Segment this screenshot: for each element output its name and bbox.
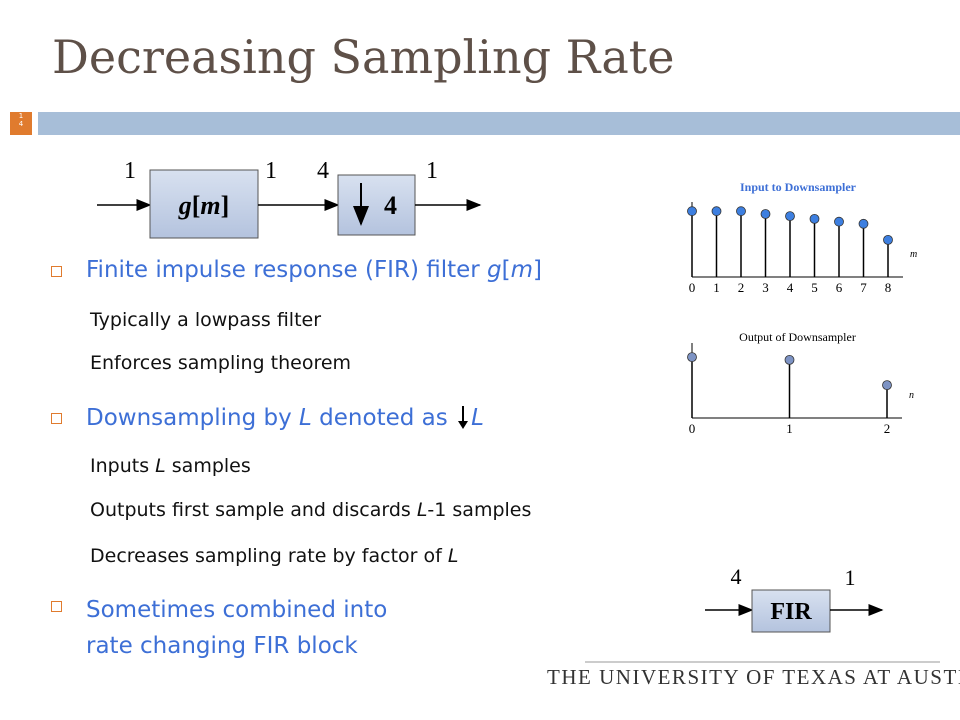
sub-bullet: Typically a lowpass filter (90, 309, 322, 331)
text: -1 samples (427, 499, 532, 521)
x-tick-label: 7 (860, 280, 867, 295)
fir-label: FIR (770, 599, 812, 625)
text: rate changing FIR block (86, 633, 358, 659)
text: L (447, 545, 459, 567)
stem-dot (687, 206, 697, 217)
x-tick-label: 8 (885, 280, 892, 295)
text: denoted as (311, 405, 456, 431)
slide-number: 14 (18, 112, 24, 128)
x-tick-label: 1 (786, 421, 793, 436)
sub-bullet: Enforces sampling theorem (90, 352, 352, 374)
text: Downsampling by (86, 405, 300, 431)
text: samples (165, 455, 251, 477)
stem-dot (785, 211, 795, 222)
rate-label: 4 (731, 564, 742, 589)
x-tick-label: 5 (811, 280, 818, 295)
sub-bullet: Decreases sampling rate by factor of L (90, 545, 458, 567)
x-tick-label: 6 (836, 280, 843, 295)
stem-dot (784, 354, 795, 365)
x-tick-label: 3 (762, 280, 769, 295)
rate-label: 1 (845, 565, 856, 590)
x-tick-label: 0 (689, 421, 696, 436)
downsampler-box (337, 174, 416, 236)
text: [ (501, 257, 511, 283)
stem-dot (736, 206, 746, 217)
rate-label: 4 (317, 158, 329, 184)
filter-box (149, 169, 259, 239)
fir-box (751, 589, 831, 633)
stem-dot (711, 206, 722, 217)
text: Finite impulse response (FIR) filter (86, 257, 488, 283)
plot-title: Output of Downsampler (739, 330, 856, 344)
stem-dot (882, 380, 892, 391)
stem-dot (834, 216, 844, 227)
bullet: Finite impulse response (FIR) filter g[m… (51, 257, 543, 283)
down-arrow-icon (458, 406, 469, 429)
text: Sometimes combined into (86, 597, 388, 623)
text: Decreases sampling rate by factor of (90, 545, 448, 567)
axis-label: n (909, 390, 914, 401)
stem-dot (687, 352, 697, 363)
x-tick-label: 0 (689, 280, 696, 295)
text: L (416, 499, 428, 521)
sub-bullet: Outputs first sample and discards L-1 sa… (90, 499, 531, 521)
filter-label: g[m] (178, 191, 230, 220)
x-tick-label: 2 (738, 280, 745, 295)
text: g (487, 257, 502, 283)
sub-bullet: Inputs L samples (90, 455, 251, 477)
x-tick-label: 4 (787, 280, 794, 295)
text: Outputs first sample and discards (90, 499, 417, 521)
x-tick-label: 2 (884, 421, 891, 436)
rate-label: 1 (426, 158, 438, 184)
text: L (471, 405, 484, 431)
text: m (510, 257, 534, 283)
stem-dot (858, 218, 869, 229)
stem-dot (809, 213, 820, 224)
text: L (299, 405, 312, 431)
bullet: Sometimes combined into rate changing FIR… (51, 592, 388, 664)
footer: THE UNIVERSITY OF TEXAS AT AUSTIN (547, 665, 960, 689)
slide-number-box: 14 (10, 112, 32, 135)
text: ] (533, 257, 543, 283)
title-bar (38, 112, 960, 135)
stem-dot (760, 209, 771, 219)
text: Inputs (90, 455, 156, 477)
downsample-factor: 4 (384, 191, 397, 220)
plots: Input to Downsampler m 0 1 2 3 4 5 6 7 8 Output of … (687, 180, 917, 436)
bullet: Downsampling by L denoted as L (51, 404, 484, 431)
text: L (155, 455, 166, 477)
plot-title: Input to Downsampler (740, 180, 857, 194)
axis-label: m (910, 249, 917, 260)
rate-label: 1 (265, 158, 277, 184)
x-tick-label: 1 (713, 280, 720, 295)
stem-dot (883, 234, 893, 245)
rate-label: 1 (124, 158, 136, 184)
title: Decreasing Sampling Rate (52, 30, 675, 84)
